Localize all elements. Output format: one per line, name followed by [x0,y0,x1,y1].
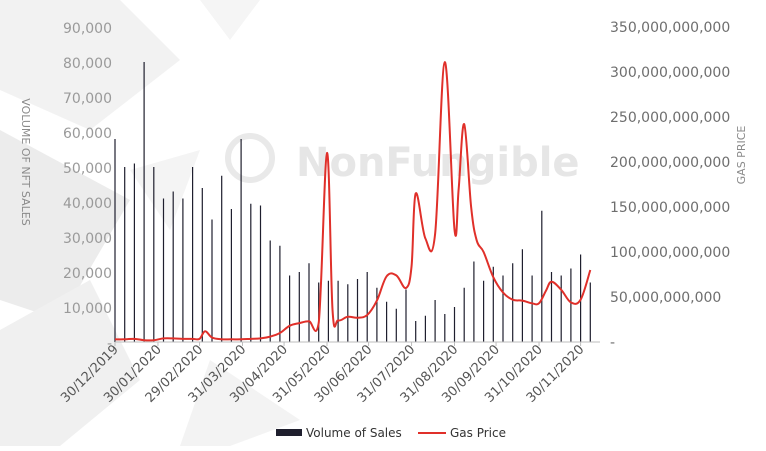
left-tick-label: 50,000 [63,161,112,177]
volume-bar [308,263,310,342]
volume-bar [502,275,504,342]
volume-bar [395,308,397,342]
right-tick-label: - [610,335,615,351]
volume-bar [327,280,329,342]
volume-bar [347,284,349,342]
left-tick-label: 70,000 [63,91,112,107]
volume-bar [153,167,155,342]
volume-bar [512,263,514,342]
gas-price-line [114,61,592,342]
left-tick-label: 60,000 [63,126,112,142]
background-shape [0,280,140,446]
volume-bar [201,188,203,342]
volume-bar [143,62,145,342]
right-tick-label: 300,000,000,000 [610,65,730,81]
right-tick-label: 350,000,000,000 [610,20,730,36]
background-decor [0,0,300,446]
volume-bar [434,300,436,342]
volume-bar [133,163,135,342]
background-shape [200,0,260,40]
volume-bar [589,282,591,342]
volume-bar [240,139,242,342]
volume-bar [356,279,359,342]
volume-bar [124,167,126,342]
line-layer [114,61,592,342]
volume-bar [259,205,262,342]
left-tick-label: 10,000 [63,301,112,317]
right-tick-label: 100,000,000,000 [610,245,730,261]
volume-bar [269,240,271,342]
left-tick-label: 40,000 [63,196,112,212]
volume-bar [172,191,174,342]
left-tick-label: 30,000 [63,231,112,247]
watermark-logo-icon [225,133,275,183]
volume-bar [192,167,194,342]
background-shape [180,360,300,446]
volume-bar [386,301,388,342]
volume-bar [473,261,475,342]
background-shape [130,150,200,230]
volume-bar [521,249,523,342]
volume-bar [289,275,291,342]
volume-bar [250,203,252,342]
right-axis-title: GAS PRICE [735,126,748,185]
watermark: NonFungible [225,133,580,186]
right-tick-label: 150,000,000,000 [610,200,730,216]
volume-bar [560,275,562,342]
left-tick-label: 90,000 [63,21,112,37]
left-tick-label: 20,000 [63,266,112,282]
background-shape [0,0,180,130]
volume-bar [463,287,465,342]
left-axis: - 10,000 20,000 30,000 40,000 50,000 60,000 70,… [63,21,112,352]
volume-bar [298,272,300,342]
legend-swatch-volume [276,429,302,436]
volume-bar [162,198,165,342]
volume-bar [550,272,553,342]
volume-bar [541,210,543,342]
right-tick-label: 200,000,000,000 [610,155,730,171]
left-tick-label: 80,000 [63,56,112,72]
volume-bar [182,198,184,342]
legend: Volume of Sales Gas Price [276,426,506,440]
legend-label-volume: Volume of Sales [306,426,402,440]
volume-bar [492,266,494,342]
background-shape [0,130,130,320]
volume-bar [279,245,281,342]
legend-label-gas: Gas Price [450,426,506,440]
x-axis: 30/12/201930/01/202029/02/202031/03/2020… [58,341,600,406]
volume-bar [114,139,116,342]
volume-bar [376,287,378,342]
volume-bar [221,175,223,342]
right-axis: - 50,000,000,000 100,000,000,000 150,000,00… [610,20,730,351]
left-axis-title: VOLUME OF NFT SALES [19,98,32,225]
volume-bar [337,280,339,342]
volume-bar [366,272,368,342]
volume-bar [483,280,485,342]
volume-bar [415,321,417,342]
right-tick-label: 50,000,000,000 [610,290,721,306]
volume-bar [444,314,446,342]
left-tick-label: - [107,336,112,352]
volume-bar [531,275,533,342]
volume-bar [424,315,426,342]
volume-bar [230,209,232,342]
volume-bar [405,289,407,342]
right-tick-label: 250,000,000,000 [610,110,730,126]
volume-bar [570,268,572,342]
volume-bar [453,307,456,342]
volume-bar [211,219,213,342]
